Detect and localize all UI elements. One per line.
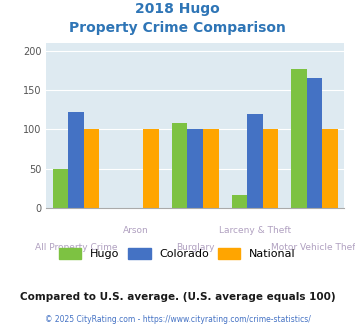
Text: 2018 Hugo: 2018 Hugo — [135, 2, 220, 16]
Text: All Property Crime: All Property Crime — [35, 243, 117, 251]
Bar — [187, 129, 203, 208]
Text: Property Crime Comparison: Property Crime Comparison — [69, 21, 286, 35]
Bar — [84, 129, 99, 208]
Legend: Hugo, Colorado, National: Hugo, Colorado, National — [55, 243, 300, 263]
Bar — [68, 112, 84, 208]
Bar — [143, 129, 159, 208]
Text: Compared to U.S. average. (U.S. average equals 100): Compared to U.S. average. (U.S. average … — [20, 292, 335, 302]
Bar — [203, 129, 219, 208]
Text: Larceny & Theft: Larceny & Theft — [219, 226, 291, 235]
Bar — [53, 169, 68, 208]
Text: Burglary: Burglary — [176, 243, 214, 251]
Bar — [231, 195, 247, 208]
Bar — [172, 123, 187, 208]
Text: © 2025 CityRating.com - https://www.cityrating.com/crime-statistics/: © 2025 CityRating.com - https://www.city… — [45, 315, 310, 324]
Bar — [291, 69, 307, 208]
Bar — [307, 78, 322, 208]
Text: Arson: Arson — [123, 226, 148, 235]
Text: Motor Vehicle Theft: Motor Vehicle Theft — [271, 243, 355, 251]
Bar — [263, 129, 278, 208]
Bar — [322, 129, 338, 208]
Bar — [247, 114, 263, 208]
